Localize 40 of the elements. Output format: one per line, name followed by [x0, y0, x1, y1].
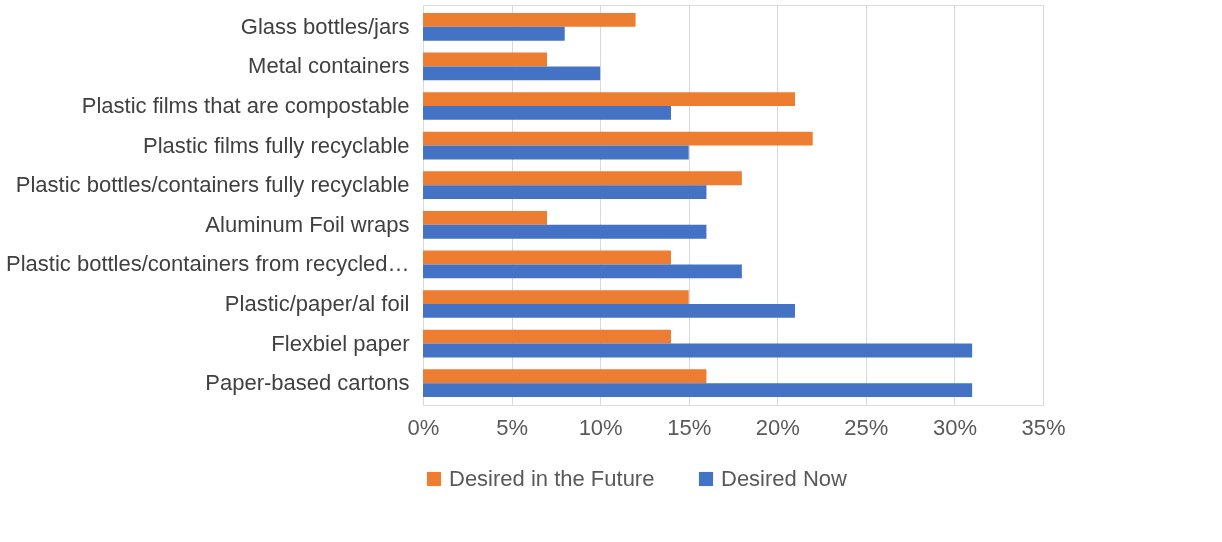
y-tick-label: Plastic films that are compostable — [81, 92, 410, 118]
y-tick-label: Aluminum Foil wraps — [205, 211, 410, 237]
bar — [423, 369, 707, 384]
legend-label: Desired in the Future — [449, 466, 655, 491]
bar — [423, 250, 671, 265]
bar — [423, 329, 671, 344]
bar — [423, 224, 707, 239]
bar — [423, 264, 742, 279]
x-tick-label: 15% — [667, 414, 712, 440]
y-tick-label: Plastic/paper/al foil — [224, 291, 410, 317]
bar — [423, 304, 795, 318]
bar — [423, 290, 689, 305]
bar — [423, 52, 547, 67]
y-tick-label: Paper-based cartons — [205, 370, 410, 396]
bar — [423, 185, 707, 200]
bar — [423, 145, 689, 160]
bar — [423, 210, 547, 225]
y-tick-label: Flexbiel paper — [271, 330, 410, 356]
x-tick-label: 0% — [407, 414, 440, 440]
y-tick-label: Plastic bottles/containers from recycled… — [6, 251, 410, 277]
y-tick-label: Metal containers — [248, 53, 410, 79]
x-tick-label: 20% — [755, 414, 800, 440]
x-tick-label: 10% — [578, 414, 623, 440]
bar — [423, 383, 973, 398]
bar — [423, 343, 973, 358]
bar — [423, 92, 795, 106]
y-tick-label: Glass bottles/jars — [240, 13, 410, 39]
legend-label: Desired Now — [721, 466, 848, 491]
bar — [423, 12, 636, 27]
x-tick-label: 5% — [496, 414, 528, 440]
x-tick-label: 25% — [844, 414, 889, 440]
x-tick-label: 35% — [1021, 414, 1066, 440]
bar — [423, 26, 565, 41]
x-tick-label: 30% — [932, 414, 977, 440]
bar — [423, 171, 742, 186]
y-tick-label: Plastic films fully recyclable — [142, 132, 410, 158]
y-tick-label: Plastic bottles/containers fully recyclable — [15, 172, 410, 198]
bar — [423, 66, 601, 81]
bar — [423, 131, 813, 146]
bar — [423, 105, 671, 120]
